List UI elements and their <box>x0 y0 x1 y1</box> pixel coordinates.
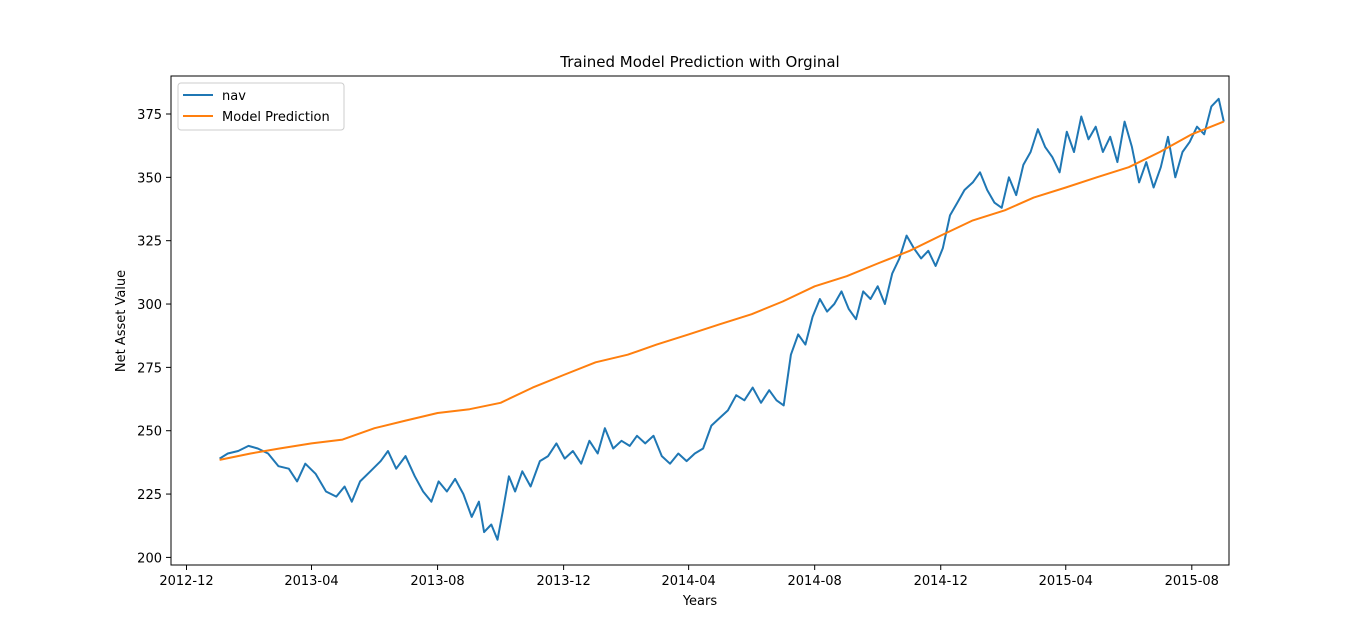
y-tick-label: 200 <box>137 551 162 566</box>
x-axis-ticks: 2012-12 2013-04 2013-08 2013-12 2014-04 2014-… <box>159 565 1219 589</box>
x-tick-label: 2012-12 <box>159 574 213 589</box>
y-axis-ticks: 200 225 250 275 300 325 350 375 <box>137 108 171 566</box>
plot-area-frame <box>170 75 1230 566</box>
x-tick-label: 2015-04 <box>1039 574 1093 589</box>
legend-box <box>177 82 345 131</box>
y-axis-label: Net Asset Value <box>114 270 129 372</box>
y-tick-label: 225 <box>137 488 162 503</box>
x-tick-label: 2014-12 <box>914 574 968 589</box>
y-tick-label: 275 <box>137 361 162 376</box>
legend-label-nav: nav <box>222 89 246 104</box>
x-tick-label: 2014-08 <box>788 574 842 589</box>
y-tick-label: 375 <box>137 108 162 123</box>
x-tick-label: 2013-08 <box>410 574 464 589</box>
x-tick-label: 2013-04 <box>284 574 338 589</box>
y-tick-label: 350 <box>137 171 162 186</box>
y-tick-label: 325 <box>137 235 162 250</box>
x-tick-label: 2015-08 <box>1165 574 1219 589</box>
series-line-nav <box>219 97 1225 541</box>
x-tick-label: 2014-04 <box>661 574 715 589</box>
x-axis-label: Years <box>682 594 718 609</box>
series-line-model-prediction <box>219 120 1225 461</box>
y-tick-label: 250 <box>137 425 162 440</box>
legend: nav Model Prediction <box>177 82 345 131</box>
y-tick-label: 300 <box>137 298 162 313</box>
series-layer <box>219 97 1225 541</box>
legend-label-model-prediction: Model Prediction <box>222 110 330 125</box>
chart-title: Trained Model Prediction with Orginal <box>559 53 839 71</box>
x-tick-label: 2013-12 <box>536 574 590 589</box>
